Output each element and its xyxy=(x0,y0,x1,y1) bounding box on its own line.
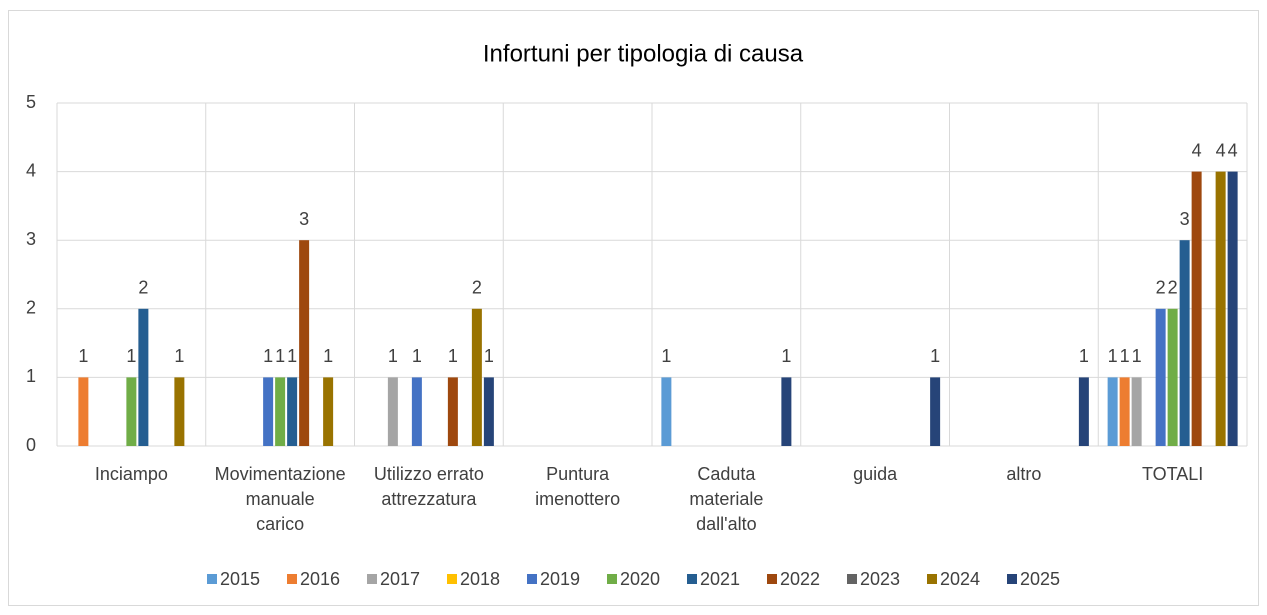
data-label: 1 xyxy=(287,346,297,366)
data-label: 1 xyxy=(412,346,422,366)
data-label: 1 xyxy=(126,346,136,366)
legend-swatch xyxy=(1007,574,1017,584)
chart-frame xyxy=(8,10,1259,606)
bar xyxy=(287,377,298,446)
bar xyxy=(483,377,494,446)
y-tick-label: 5 xyxy=(26,92,36,112)
data-label: 1 xyxy=(1132,346,1142,366)
bar xyxy=(275,377,286,446)
bar xyxy=(78,377,89,446)
bar xyxy=(447,377,458,446)
bar xyxy=(930,377,941,446)
x-tick-label: Puntura imenottero xyxy=(535,464,620,509)
bar xyxy=(781,377,792,446)
data-label: 1 xyxy=(275,346,285,366)
data-label: 1 xyxy=(174,346,184,366)
legend-swatch xyxy=(847,574,857,584)
bar xyxy=(126,377,137,446)
legend-label: 2023 xyxy=(860,569,900,589)
y-tick-label: 2 xyxy=(26,298,36,318)
bar xyxy=(1215,171,1226,446)
data-label: 1 xyxy=(1108,346,1118,366)
data-label: 1 xyxy=(930,346,940,366)
bar xyxy=(138,308,149,446)
legend-swatch xyxy=(767,574,777,584)
bar xyxy=(1131,377,1142,446)
bar xyxy=(1119,377,1130,446)
x-tick-label: Movimentazione manuale carico xyxy=(215,464,346,534)
y-tick-label: 1 xyxy=(26,366,36,386)
x-tick-label: Inciampo xyxy=(95,464,168,484)
legend-label: 2024 xyxy=(940,569,980,589)
data-label: 1 xyxy=(661,346,671,366)
bar xyxy=(1191,171,1202,446)
x-tick-label: TOTALI xyxy=(1142,464,1203,484)
x-tick-label: guida xyxy=(853,464,898,484)
y-tick-label: 0 xyxy=(26,435,36,455)
legend-swatch xyxy=(927,574,937,584)
legend-swatch xyxy=(287,574,297,584)
bar xyxy=(1107,377,1118,446)
bar xyxy=(661,377,672,446)
data-label: 2 xyxy=(1156,278,1166,298)
data-label: 1 xyxy=(388,346,398,366)
bar xyxy=(387,377,398,446)
legend-swatch xyxy=(527,574,537,584)
legend-label: 2015 xyxy=(220,569,260,589)
bar xyxy=(1167,308,1178,446)
chart-title: Infortuni per tipologia di causa xyxy=(483,40,804,67)
legend-swatch xyxy=(207,574,217,584)
data-label: 2 xyxy=(1168,278,1178,298)
legend-swatch xyxy=(367,574,377,584)
data-label: 3 xyxy=(1180,209,1190,229)
data-label: 4 xyxy=(1228,140,1238,160)
legend-label: 2018 xyxy=(460,569,500,589)
data-label: 2 xyxy=(472,278,482,298)
legend-swatch xyxy=(607,574,617,584)
bar xyxy=(1179,240,1190,446)
legend-label: 2022 xyxy=(780,569,820,589)
legend-label: 2021 xyxy=(700,569,740,589)
y-tick-label: 3 xyxy=(26,229,36,249)
data-label: 1 xyxy=(448,346,458,366)
legend-label: 2017 xyxy=(380,569,420,589)
legend-label: 2020 xyxy=(620,569,660,589)
data-label: 1 xyxy=(263,346,273,366)
legend-label: 2016 xyxy=(300,569,340,589)
data-label: 3 xyxy=(299,209,309,229)
x-tick-label: Utilizzo errato attrezzatura xyxy=(374,464,484,509)
data-label: 4 xyxy=(1216,140,1226,160)
data-label: 1 xyxy=(1120,346,1130,366)
data-label: 1 xyxy=(1079,346,1089,366)
bar xyxy=(1155,308,1166,446)
x-tick-label: altro xyxy=(1006,464,1041,484)
bar xyxy=(174,377,185,446)
y-tick-label: 4 xyxy=(26,160,36,180)
data-label: 1 xyxy=(781,346,791,366)
x-tick-label: Caduta materiale dall'alto xyxy=(689,464,763,534)
bar xyxy=(1227,171,1238,446)
bar xyxy=(299,240,310,446)
legend-label: 2025 xyxy=(1020,569,1060,589)
legend-swatch xyxy=(447,574,457,584)
bar xyxy=(471,308,482,446)
data-label: 1 xyxy=(78,346,88,366)
legend-label: 2019 xyxy=(540,569,580,589)
data-label: 1 xyxy=(484,346,494,366)
data-label: 2 xyxy=(138,278,148,298)
data-label: 4 xyxy=(1192,140,1202,160)
bar xyxy=(1078,377,1089,446)
bar xyxy=(411,377,422,446)
data-label: 1 xyxy=(323,346,333,366)
legend-swatch xyxy=(687,574,697,584)
bar xyxy=(323,377,334,446)
bar xyxy=(263,377,274,446)
